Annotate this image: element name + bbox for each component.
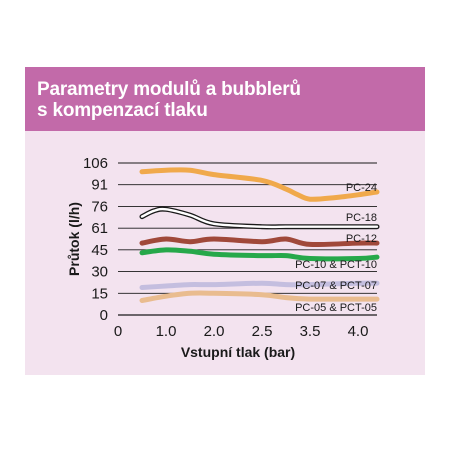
x-tick-label: 2.0 bbox=[204, 323, 225, 340]
y-tick-label: 15 bbox=[91, 285, 108, 302]
series-line bbox=[139, 247, 380, 262]
series-line bbox=[139, 236, 380, 248]
y-tick-label: 76 bbox=[91, 198, 108, 215]
x-axis-label: Vstupní tlak (bar) bbox=[181, 344, 295, 360]
y-tick-label: 45 bbox=[91, 242, 108, 259]
series-label: PC-10 & PCT-10 bbox=[295, 259, 377, 271]
series-line bbox=[139, 167, 380, 202]
y-axis-label: Průtok (l/h) bbox=[66, 202, 82, 276]
chart-plot: PC-24 PC-18 PC-12 PC-10 & PCT-10 PC-07 & PCT… bbox=[66, 155, 380, 360]
y-tick-label: 0 bbox=[100, 307, 108, 324]
chart-card: Parametry modulů a bubblerů s kompenzací… bbox=[25, 67, 425, 375]
x-tick-label: 3.5 bbox=[300, 323, 321, 340]
series-line bbox=[140, 207, 379, 229]
chart-title: Parametry modulů a bubblerů s kompenzací… bbox=[37, 79, 301, 121]
x-tick-label: 2.5 bbox=[252, 323, 273, 340]
series-lines bbox=[139, 167, 380, 303]
series-line bbox=[139, 280, 380, 290]
y-tick-label: 61 bbox=[91, 220, 108, 237]
y-tick-label: 91 bbox=[91, 177, 108, 194]
gridlines bbox=[118, 162, 377, 316]
axis-ticks: 106 91 76 61 45 30 15 00 1.0 2.0 2.5 3.5 4.0 bbox=[83, 155, 368, 340]
x-tick-label: 0 bbox=[114, 323, 122, 340]
title-banner: Parametry modulů a bubblerů s kompenzací… bbox=[25, 67, 425, 131]
series-line bbox=[139, 290, 380, 303]
y-tick-label: 30 bbox=[91, 264, 108, 281]
series-labels: PC-24 PC-18 PC-12 PC-10 & PCT-10 PC-07 & PCT… bbox=[295, 182, 377, 314]
series-label: PC-07 & PCT-07 bbox=[295, 280, 377, 292]
series-label: PC-24 bbox=[346, 182, 377, 194]
series-label: PC-18 bbox=[346, 212, 377, 224]
series-label: PC-05 & PCT-05 bbox=[295, 302, 377, 314]
x-tick-label: 4.0 bbox=[348, 323, 369, 340]
series-label: PC-12 bbox=[346, 233, 377, 245]
y-tick-label: 106 bbox=[83, 155, 108, 172]
x-tick-label: 1.0 bbox=[156, 323, 177, 340]
